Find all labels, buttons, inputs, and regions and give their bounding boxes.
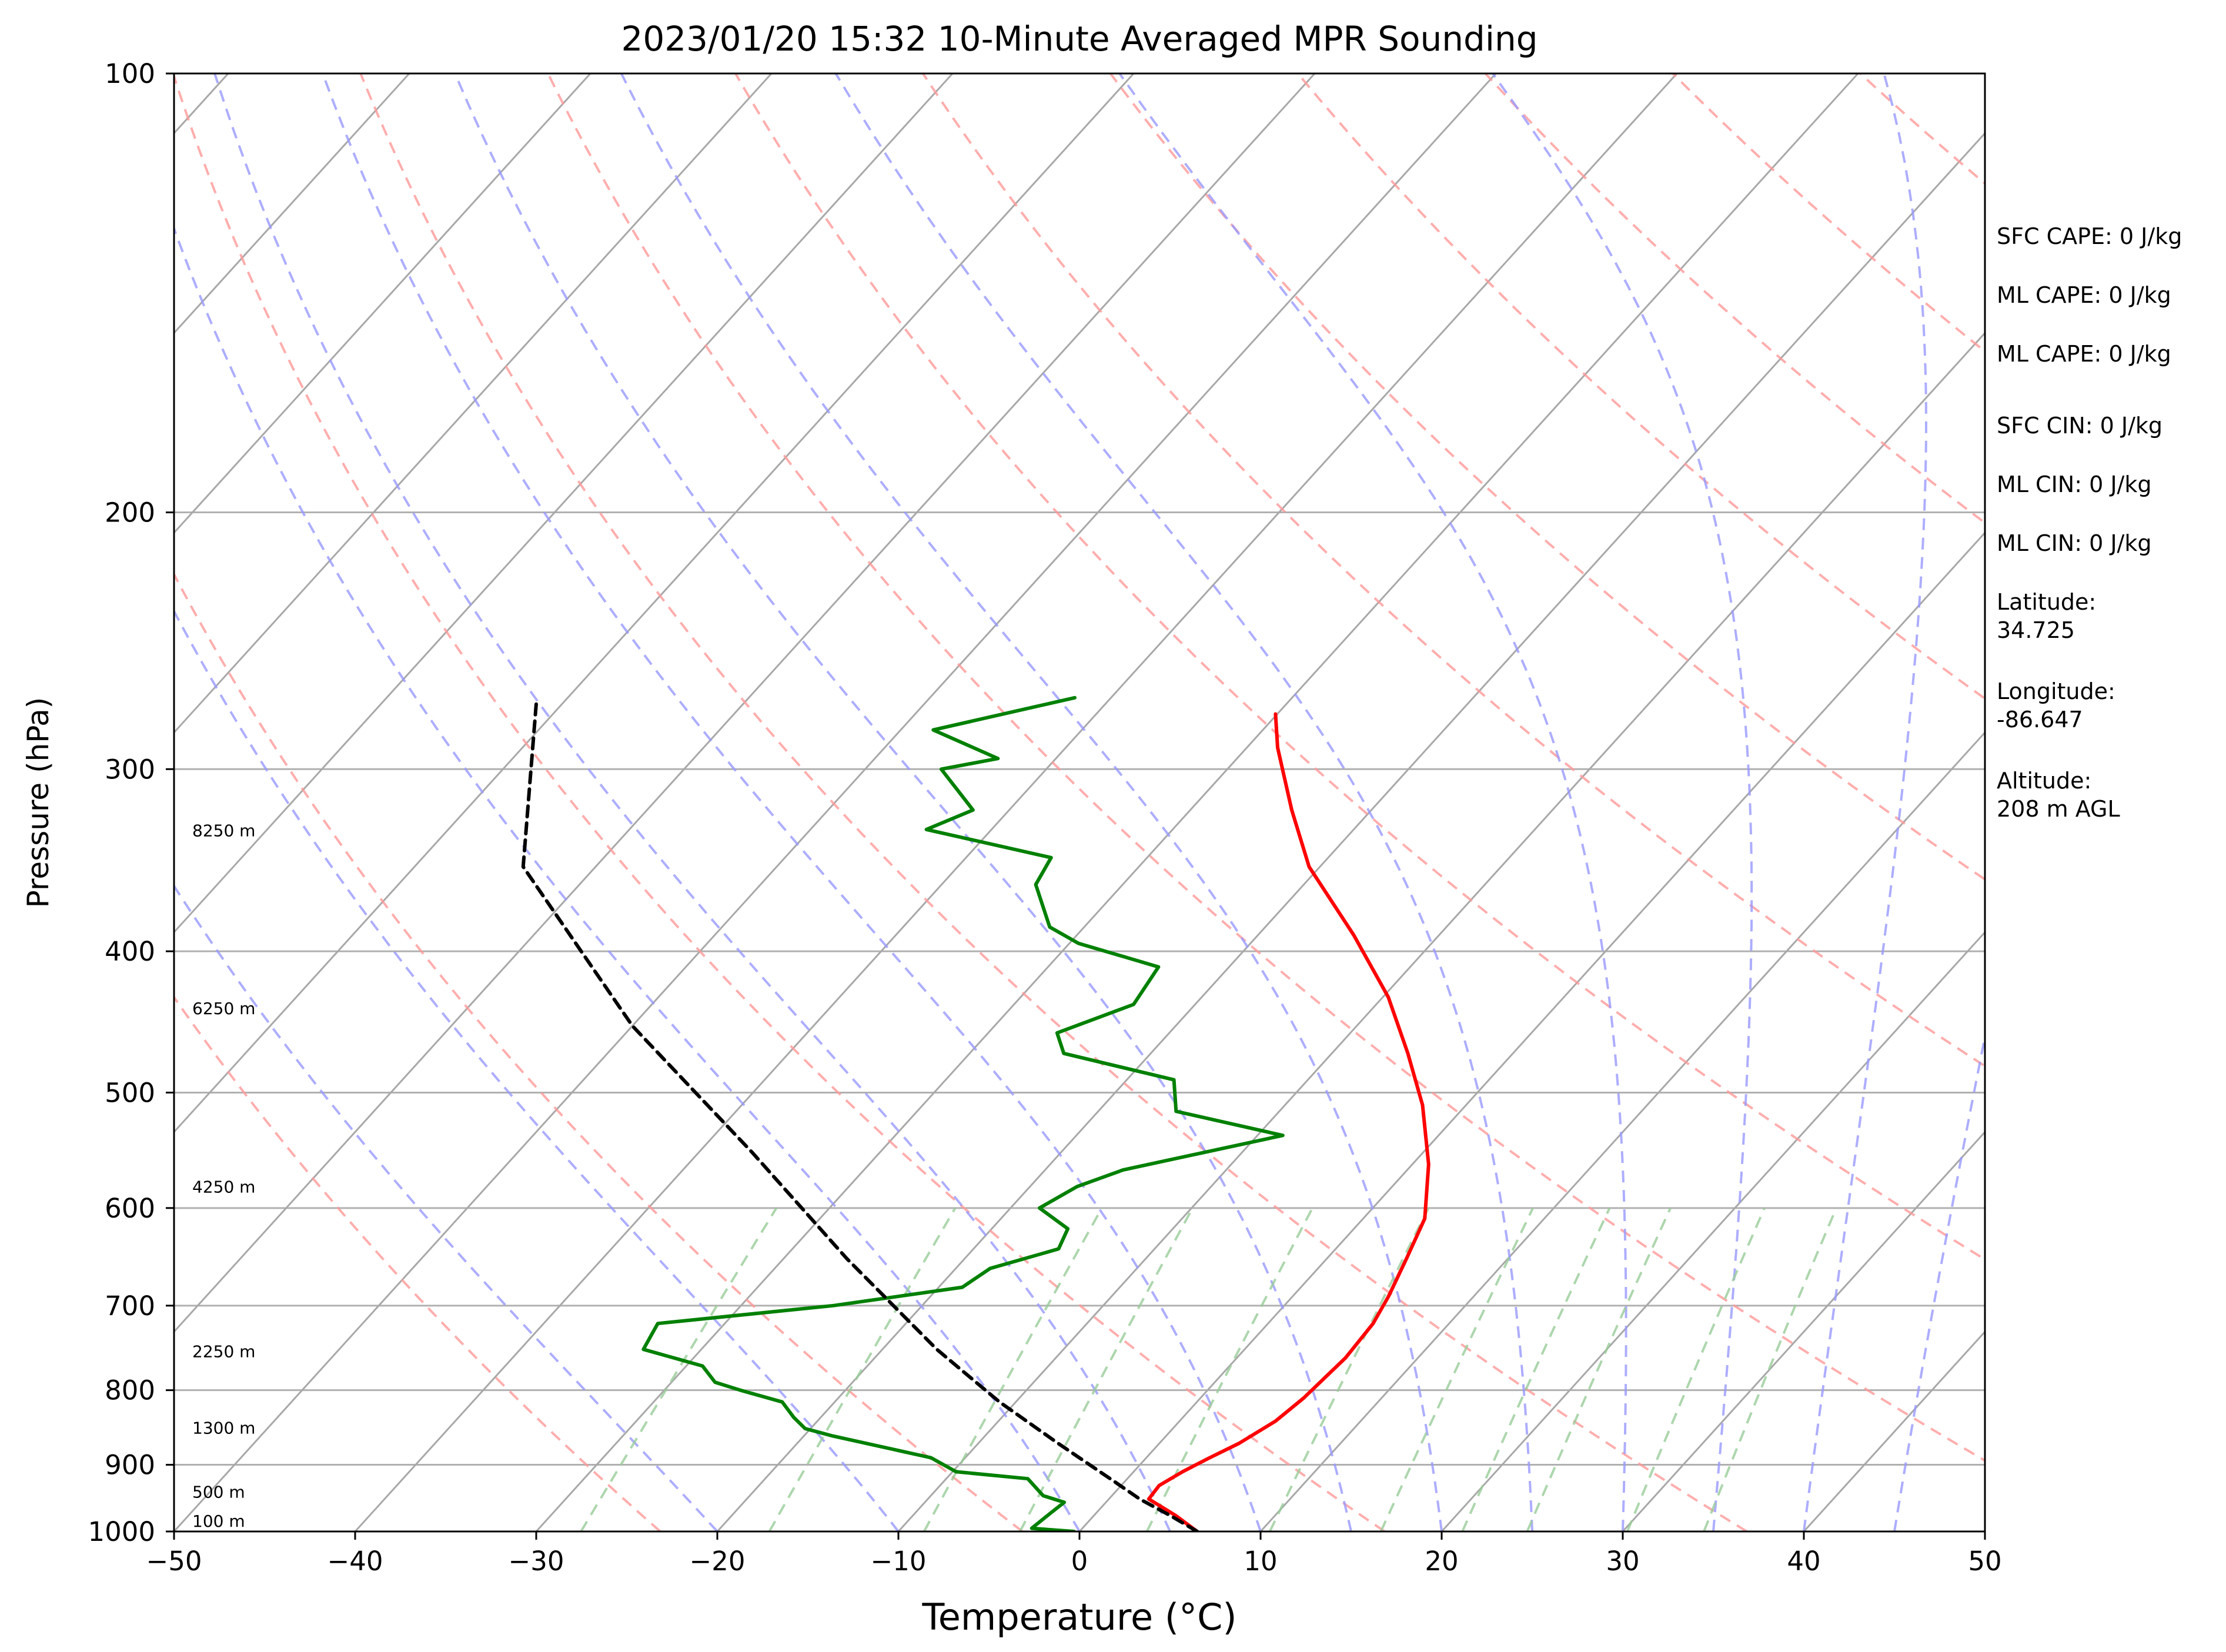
isotherm-line bbox=[1622, 1131, 1985, 1531]
moist-adiabat bbox=[1492, 73, 1753, 1531]
chart-title: 2023/01/20 15:32 10-Minute Averaged MPR … bbox=[621, 19, 1538, 59]
isotherm-line bbox=[897, 332, 1985, 1531]
dry-adiabat bbox=[1672, 73, 1985, 353]
dry-adiabat bbox=[359, 73, 1748, 1531]
mixing-ratio-line bbox=[1379, 1207, 1535, 1531]
station-info-line: -86.647 bbox=[1997, 707, 2083, 733]
parcel-path bbox=[521, 700, 1199, 1531]
isotherm-line bbox=[1259, 731, 1985, 1531]
y-tick-label: 400 bbox=[105, 936, 155, 967]
isotherm-line bbox=[1440, 931, 1985, 1531]
isotherm-line bbox=[174, 73, 1497, 1531]
x-tick-label: −20 bbox=[690, 1546, 746, 1577]
station-info-line: Latitude: bbox=[1997, 589, 2096, 615]
y-tick-label: 600 bbox=[105, 1193, 155, 1224]
stability-index: ML CAPE: 0 J/kg bbox=[1997, 341, 2171, 367]
y-tick-label: 200 bbox=[105, 497, 155, 529]
moist-adiabat bbox=[1118, 73, 1627, 1531]
mixing-ratio-line bbox=[1145, 1207, 1313, 1531]
station-info: Latitude: 34.725 bbox=[1997, 589, 2096, 643]
isotherm-line bbox=[174, 73, 591, 534]
moist-adiabat bbox=[834, 73, 1533, 1531]
moist-adiabat bbox=[174, 608, 900, 1531]
y-tick-label: 800 bbox=[105, 1375, 155, 1406]
isotherm-line bbox=[354, 73, 1678, 1531]
x-tick-label: −50 bbox=[146, 1546, 202, 1577]
stability-index: ML CAPE: 0 J/kg bbox=[1997, 282, 2171, 308]
altitude-label: 4250 m bbox=[192, 1178, 255, 1197]
dry-adiabat bbox=[547, 73, 1985, 1462]
x-tick-label: −30 bbox=[509, 1546, 564, 1577]
moist-adiabat bbox=[174, 884, 718, 1531]
moist-adiabat bbox=[454, 73, 1352, 1531]
isotherm-line bbox=[174, 73, 773, 734]
isotherm-line bbox=[174, 73, 410, 335]
dry-adiabat bbox=[174, 571, 1024, 1531]
y-tick-label: 1000 bbox=[88, 1516, 155, 1547]
station-info: Altitude: 208 m AGL bbox=[1997, 768, 2120, 822]
moist-adiabat bbox=[213, 73, 1171, 1531]
station-info-line: Longitude: bbox=[1997, 678, 2115, 704]
x-tick-label: 0 bbox=[1071, 1546, 1088, 1577]
moist-adiabat bbox=[1893, 1031, 1985, 1531]
station-info-line: 34.725 bbox=[1997, 617, 2075, 643]
dewpoint-profile bbox=[641, 695, 1285, 1531]
dry-adiabat bbox=[734, 73, 1985, 1261]
isotherm-line bbox=[174, 73, 1316, 1333]
mixing-ratio-line bbox=[1626, 1207, 1766, 1531]
x-tick-label: 20 bbox=[1425, 1546, 1458, 1577]
dry-adiabat bbox=[922, 73, 1985, 1068]
mixing-ratio-line bbox=[1526, 1207, 1672, 1531]
x-tick-label: −40 bbox=[327, 1546, 383, 1577]
moist-adiabat bbox=[620, 73, 1443, 1531]
isotherm-line bbox=[535, 73, 1859, 1531]
y-tick-label: 900 bbox=[105, 1450, 155, 1481]
stability-index: SFC CAPE: 0 J/kg bbox=[1997, 223, 2182, 249]
stability-index: ML CIN: 0 J/kg bbox=[1997, 471, 2151, 497]
y-tick-label: 500 bbox=[105, 1077, 155, 1108]
x-tick-label: 30 bbox=[1606, 1546, 1639, 1577]
mixing-ratio-line bbox=[768, 1207, 957, 1531]
isotherm-line bbox=[1078, 531, 1985, 1531]
x-tick-label: 10 bbox=[1244, 1546, 1277, 1577]
moist-adiabat bbox=[174, 225, 1081, 1531]
altitude-label: 100 m bbox=[192, 1511, 245, 1531]
mixing-ratio-line bbox=[923, 1207, 1103, 1531]
y-tick-label: 700 bbox=[105, 1290, 155, 1322]
altitude-label: 2250 m bbox=[192, 1342, 255, 1361]
station-info-line: Altitude: bbox=[1997, 768, 2091, 794]
mixing-ratio-line bbox=[1703, 1208, 1838, 1531]
x-tick-label: 50 bbox=[1968, 1546, 2001, 1577]
y-axis-label: Pressure (hPa) bbox=[21, 697, 55, 908]
isotherm-line bbox=[174, 73, 954, 934]
y-tick-label: 100 bbox=[105, 58, 155, 89]
moist-adiabat bbox=[321, 73, 1262, 1531]
mixing-ratio-line bbox=[1019, 1207, 1194, 1531]
mixing-ratio-line bbox=[1268, 1207, 1430, 1531]
altitude-label: 500 m bbox=[192, 1482, 245, 1501]
station-info-line: 208 m AGL bbox=[1997, 796, 2120, 822]
mixing-ratio-line bbox=[1461, 1207, 1611, 1531]
station-info: Longitude: -86.647 bbox=[1997, 678, 2115, 733]
x-axis-label: Temperature (°C) bbox=[921, 1596, 1236, 1638]
temperature-profile bbox=[1147, 712, 1430, 1531]
x-tick-label: 40 bbox=[1787, 1546, 1820, 1577]
moist-adiabat bbox=[1803, 73, 1928, 1531]
dry-adiabat bbox=[1109, 73, 1985, 881]
dry-adiabat bbox=[174, 73, 1386, 1531]
stability-index: ML CIN: 0 J/kg bbox=[1997, 530, 2151, 556]
altitude-label: 6250 m bbox=[192, 999, 255, 1018]
stability-index: SFC CIN: 0 J/kg bbox=[1997, 413, 2163, 439]
x-tick-label: −10 bbox=[871, 1546, 927, 1577]
altitude-label: 1300 m bbox=[192, 1418, 255, 1437]
mixing-ratio-line bbox=[580, 1207, 778, 1531]
isotherm-line bbox=[174, 73, 1135, 1133]
isotherm-line bbox=[716, 132, 1985, 1531]
y-tick-label: 300 bbox=[105, 754, 155, 785]
altitude-label: 8250 m bbox=[192, 821, 255, 840]
